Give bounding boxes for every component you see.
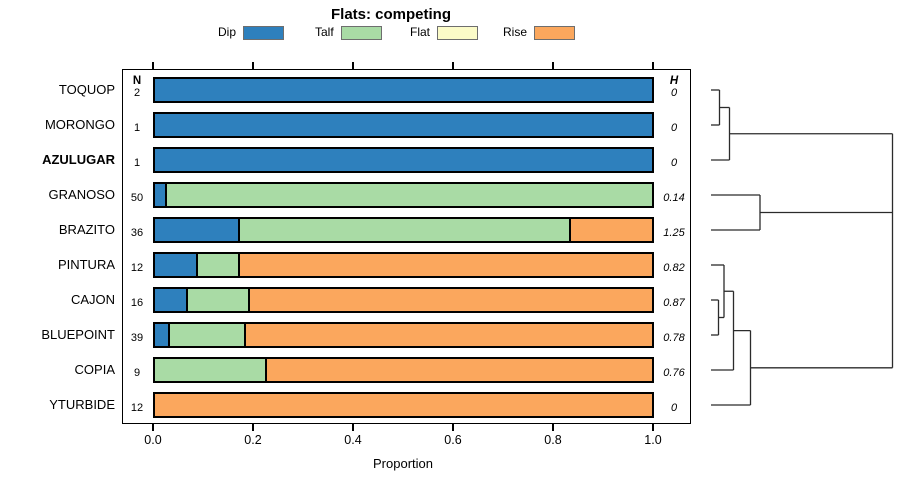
n-column-header: N — [132, 75, 142, 87]
bar-segment-dip — [155, 79, 652, 101]
bar-segment-dip — [155, 289, 187, 311]
h-column-header: H — [669, 75, 679, 87]
x-tick-label: 0.0 — [144, 433, 162, 447]
n-value: 36 — [130, 227, 144, 239]
h-value: 1.25 — [663, 227, 685, 239]
stacked-bar — [153, 112, 654, 138]
top-axis-tick — [652, 62, 654, 69]
category-label: PINTURA — [57, 257, 115, 272]
legend-swatch-dip — [243, 25, 285, 40]
h-value: 0.82 — [663, 262, 685, 274]
bar-segment-rise — [248, 289, 652, 311]
stacked-bar — [153, 392, 654, 418]
top-axis-tick — [252, 62, 254, 69]
h-value: 0.78 — [663, 332, 685, 344]
legend-swatch-talf — [340, 25, 382, 40]
legend-swatch-rise — [534, 25, 576, 40]
legend-item-rise: Rise — [503, 25, 576, 40]
bar-segment-talf — [155, 359, 266, 381]
bottom-axis-tick — [152, 424, 154, 431]
stacked-bar — [153, 252, 654, 278]
h-value: 0 — [670, 402, 678, 414]
n-value: 2 — [133, 87, 141, 99]
x-tick-label: 0.2 — [244, 433, 262, 447]
x-tick-label: 1.0 — [644, 433, 662, 447]
category-label: BLUEPOINT — [41, 327, 115, 342]
top-axis-tick — [452, 62, 454, 69]
legend-item-talf: Talf — [315, 25, 382, 40]
bar-segment-dip — [155, 184, 165, 206]
bar-segment-dip — [155, 219, 238, 241]
bar-segment-rise — [568, 219, 652, 241]
stacked-bar — [153, 322, 654, 348]
category-label: GRANOSO — [48, 187, 115, 202]
top-axis-tick — [152, 62, 154, 69]
top-axis-tick — [552, 62, 554, 69]
bar-segment-rise — [155, 394, 652, 416]
category-label: MORONGO — [44, 117, 115, 132]
legend-item-dip: Dip — [218, 25, 285, 40]
x-tick-label: 0.8 — [544, 433, 562, 447]
n-value: 12 — [130, 262, 144, 274]
bar-segment-rise — [237, 254, 652, 276]
bar-segment-talf — [164, 184, 652, 206]
plot-area-frame — [122, 69, 691, 424]
category-label: COPIA — [74, 362, 115, 377]
h-value: 0 — [670, 87, 678, 99]
bar-segment-talf — [186, 289, 249, 311]
legend-item-flat: Flat — [410, 25, 479, 40]
top-axis-tick — [352, 62, 354, 69]
x-tick-label: 0.6 — [444, 433, 462, 447]
bottom-axis-tick — [452, 424, 454, 431]
legend-label: Flat — [410, 25, 431, 39]
n-value: 16 — [130, 297, 144, 309]
n-value: 1 — [133, 157, 141, 169]
stacked-bar — [153, 357, 654, 383]
stacked-bar — [153, 217, 654, 243]
h-value: 0.87 — [663, 297, 685, 309]
h-value: 0.14 — [663, 192, 685, 204]
h-value: 0.76 — [663, 367, 685, 379]
legend-label: Dip — [218, 25, 237, 39]
n-value: 50 — [130, 192, 144, 204]
bar-segment-dip — [155, 149, 652, 171]
n-value: 1 — [133, 122, 141, 134]
legend-swatch-flat — [437, 25, 479, 40]
stacked-bar — [153, 77, 654, 103]
bottom-axis-tick — [252, 424, 254, 431]
stacked-bar — [153, 287, 654, 313]
bottom-axis-tick — [652, 424, 654, 431]
chart-title: Flats: competing — [330, 6, 452, 23]
h-value: 0 — [670, 122, 678, 134]
category-label: TOQUOP — [58, 82, 115, 97]
legend-label: Talf — [315, 25, 334, 39]
x-axis-title: Proportion — [373, 456, 433, 471]
bar-segment-dip — [155, 324, 168, 346]
bottom-axis-tick — [352, 424, 354, 431]
stacked-bar — [153, 182, 654, 208]
category-label: AZULUGAR — [42, 152, 115, 167]
category-label: CAJON — [70, 292, 115, 307]
bar-segment-dip — [155, 254, 197, 276]
bar-segment-rise — [265, 359, 652, 381]
n-value: 12 — [130, 402, 144, 414]
bar-segment-rise — [244, 324, 652, 346]
category-label: BRAZITO — [58, 222, 115, 237]
category-label: YTURBIDE — [49, 397, 115, 412]
legend-label: Rise — [503, 25, 528, 39]
h-value: 0 — [670, 157, 678, 169]
bottom-axis-tick — [552, 424, 554, 431]
n-value: 9 — [133, 367, 141, 379]
bar-segment-talf — [167, 324, 245, 346]
stacked-bar — [153, 147, 654, 173]
dendrogram — [711, 89, 894, 406]
x-tick-label: 0.4 — [344, 433, 362, 447]
n-value: 39 — [130, 332, 144, 344]
bar-segment-dip — [155, 114, 652, 136]
bar-segment-talf — [237, 219, 569, 241]
bar-segment-talf — [196, 254, 238, 276]
